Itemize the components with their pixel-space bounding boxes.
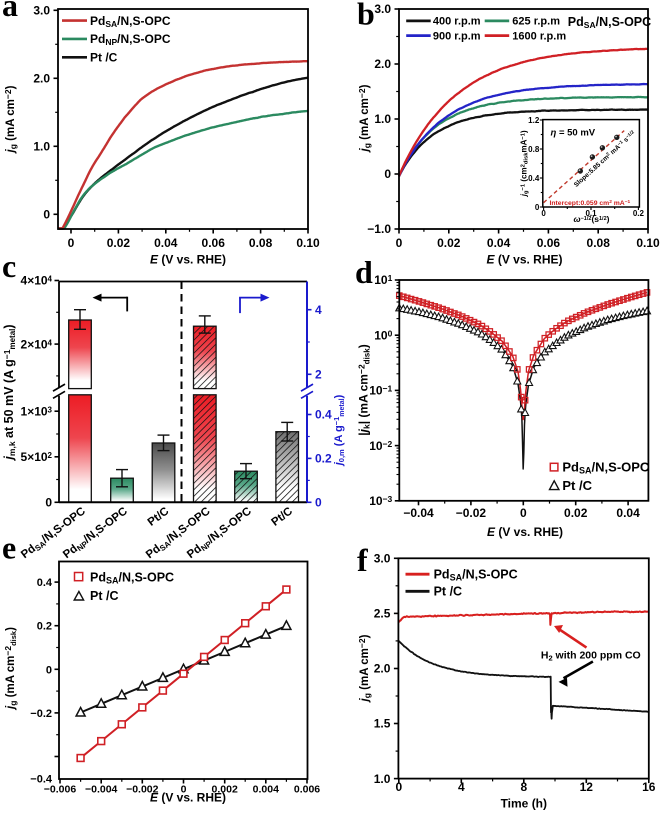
svg-text:PdSA/N,S-OPC: PdSA/N,S-OPC — [90, 14, 171, 29]
svg-text:0.4: 0.4 — [528, 174, 540, 183]
svg-text:E (V vs. RHE): E (V vs. RHE) — [486, 253, 562, 267]
svg-text:0.04: 0.04 — [616, 506, 640, 520]
svg-text:1.5: 1.5 — [374, 717, 391, 731]
svg-text:jg (mA cm−2): jg (mA cm−2) — [357, 84, 372, 153]
svg-text:5×102: 5×102 — [21, 450, 53, 464]
svg-text:jg (mA cm−2): jg (mA cm−2) — [357, 634, 372, 703]
svg-text:0.10: 0.10 — [296, 236, 320, 250]
svg-text:−0.2: −0.2 — [30, 708, 52, 720]
svg-text:0: 0 — [384, 167, 391, 181]
svg-text:−0.02: −0.02 — [456, 506, 487, 520]
svg-text:−0.4: −0.4 — [30, 774, 53, 786]
svg-text:0.02: 0.02 — [564, 506, 588, 520]
svg-text:d: d — [355, 254, 373, 290]
svg-text:PdSA/N,S-OPC: PdSA/N,S-OPC — [568, 15, 651, 30]
svg-text:0.4: 0.4 — [315, 408, 332, 422]
svg-text:0.1: 0.1 — [585, 209, 597, 218]
svg-text:c: c — [2, 248, 16, 284]
svg-text:1.2: 1.2 — [528, 116, 540, 125]
svg-text:0.002: 0.002 — [212, 783, 238, 795]
svg-text:0.08: 0.08 — [587, 236, 611, 250]
svg-text:0: 0 — [46, 664, 52, 676]
svg-text:E (V vs. RHE): E (V vs. RHE) — [487, 525, 563, 539]
svg-text:0.08: 0.08 — [249, 236, 273, 250]
svg-text:Pt /C: Pt /C — [90, 51, 118, 65]
svg-text:2.5: 2.5 — [374, 607, 391, 621]
svg-text:0.4: 0.4 — [37, 577, 53, 589]
svg-text:0.04: 0.04 — [154, 236, 178, 250]
svg-text:0.2: 0.2 — [315, 452, 332, 466]
svg-text:E (V vs. RHE): E (V vs. RHE) — [150, 791, 226, 805]
svg-text:2×104: 2×104 — [21, 337, 53, 351]
svg-text:4: 4 — [315, 303, 322, 317]
svg-text:0.004: 0.004 — [253, 783, 279, 795]
svg-text:625 r.p.m: 625 r.p.m — [512, 16, 560, 28]
svg-text:0.2: 0.2 — [633, 209, 645, 218]
svg-text:2.0: 2.0 — [374, 57, 391, 71]
svg-text:400 r.p.m: 400 r.p.m — [433, 16, 481, 28]
svg-text:Intercept:0.059 cm2 mA−1: Intercept:0.059 cm2 mA−1 — [550, 199, 631, 207]
svg-text:0: 0 — [181, 783, 187, 795]
svg-text:1.0: 1.0 — [33, 140, 50, 154]
svg-text:−0.006: −0.006 — [44, 783, 77, 795]
svg-text:0.006: 0.006 — [294, 783, 320, 795]
svg-text:1600 r.p.m: 1600 r.p.m — [512, 30, 566, 42]
svg-text:η = 50 mV: η = 50 mV — [551, 128, 596, 139]
svg-text:0.06: 0.06 — [537, 236, 561, 250]
svg-text:e: e — [2, 530, 16, 566]
svg-text:H2 with 200 ppm CO: H2 with 200 ppm CO — [541, 650, 641, 663]
svg-text:0: 0 — [541, 209, 546, 218]
svg-text:Pt /C: Pt /C — [90, 589, 118, 603]
svg-text:1×103: 1×103 — [21, 404, 53, 418]
svg-text:2.0: 2.0 — [33, 72, 50, 86]
svg-text:Pt /C: Pt /C — [434, 585, 462, 599]
svg-text:E (V vs. RHE): E (V vs. RHE) — [150, 253, 226, 267]
svg-text:0.06: 0.06 — [202, 236, 226, 250]
svg-text:0.2: 0.2 — [37, 621, 52, 633]
svg-text:0: 0 — [535, 203, 540, 212]
svg-text:8: 8 — [520, 780, 527, 794]
svg-text:0: 0 — [45, 496, 52, 510]
svg-text:f: f — [357, 542, 368, 578]
svg-text:4×104: 4×104 — [21, 274, 53, 288]
svg-text:1.0: 1.0 — [374, 772, 391, 786]
svg-text:0: 0 — [396, 236, 403, 250]
svg-text:−1.0: −1.0 — [367, 222, 391, 236]
svg-text:a: a — [2, 0, 18, 23]
svg-text:jg (mA cm−2): jg (mA cm−2) — [3, 85, 18, 154]
svg-text:2.0: 2.0 — [374, 662, 391, 676]
svg-text:jg−1 (cm2diskmA−1): jg−1 (cm2diskmA−1) — [520, 130, 530, 197]
svg-text:0.02: 0.02 — [437, 236, 461, 250]
svg-text:0.02: 0.02 — [107, 236, 131, 250]
svg-text:12: 12 — [580, 780, 594, 794]
svg-text:0: 0 — [68, 236, 75, 250]
svg-text:b: b — [357, 0, 375, 32]
svg-text:−0.04: −0.04 — [403, 506, 434, 520]
svg-text:16: 16 — [642, 780, 656, 794]
svg-text:PdSA/N,S-OPC: PdSA/N,S-OPC — [90, 570, 174, 585]
svg-text:PdSA/N,S-OPC: PdSA/N,S-OPC — [434, 568, 518, 583]
svg-text:PdNP/N,S-OPC: PdNP/N,S-OPC — [90, 32, 171, 47]
svg-text:PdSA/N,S-OPC: PdSA/N,S-OPC — [562, 460, 650, 476]
svg-text:2: 2 — [315, 368, 322, 382]
svg-text:4: 4 — [458, 780, 465, 794]
svg-text:0: 0 — [395, 780, 402, 794]
svg-text:3.0: 3.0 — [374, 552, 391, 566]
svg-text:3.0: 3.0 — [374, 2, 391, 16]
svg-text:0: 0 — [520, 506, 527, 520]
svg-text:−0.002: −0.002 — [126, 783, 159, 795]
svg-text:Time (h): Time (h) — [501, 797, 547, 811]
svg-text:0: 0 — [43, 208, 50, 222]
svg-text:−0.004: −0.004 — [85, 783, 118, 795]
svg-text:0.04: 0.04 — [487, 236, 511, 250]
svg-text:0: 0 — [315, 496, 322, 510]
svg-text:Pt /C: Pt /C — [562, 478, 592, 493]
svg-text:3.0: 3.0 — [33, 4, 50, 18]
svg-text:1.0: 1.0 — [374, 112, 391, 126]
svg-text:0.8: 0.8 — [528, 145, 540, 154]
svg-text:900 r.p.m: 900 r.p.m — [433, 30, 481, 42]
svg-text:ω−1/2(s1/2): ω−1/2(s1/2) — [573, 214, 609, 224]
svg-text:0.10: 0.10 — [636, 236, 660, 250]
